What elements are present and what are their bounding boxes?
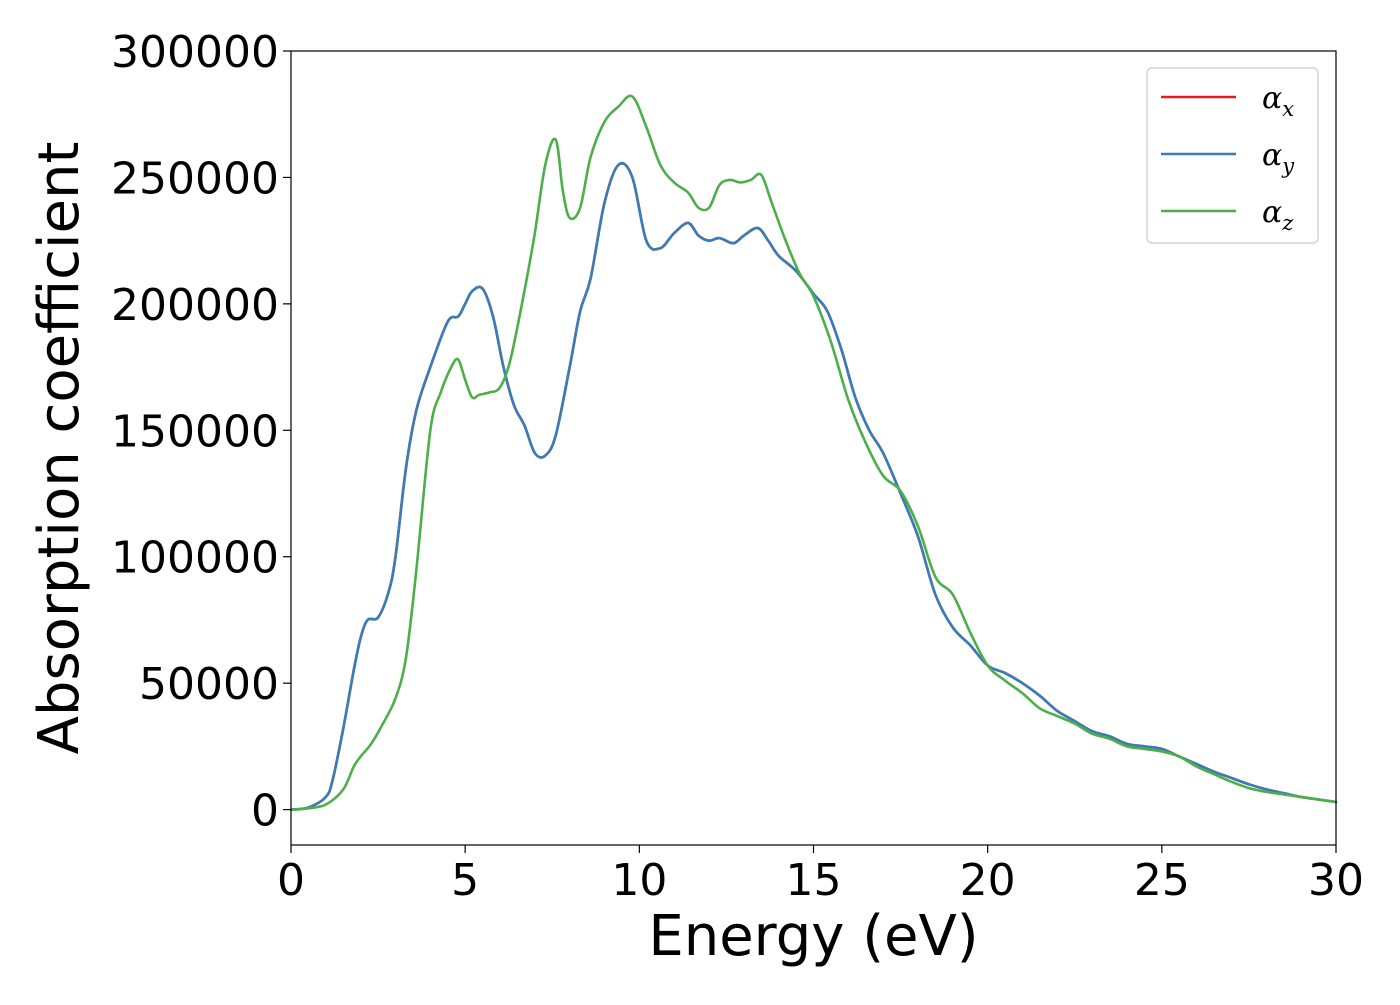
- x-tick-label: 20: [960, 855, 1016, 906]
- y-tick-label: 300000: [111, 27, 279, 78]
- x-tick-label: 0: [277, 855, 305, 906]
- y-tick-label: 200000: [111, 280, 279, 331]
- y-tick-label: 50000: [139, 659, 279, 710]
- x-tick-label: 10: [611, 855, 667, 906]
- series-line-alpha-x: [289, 161, 1338, 811]
- y-tick-label: 250000: [111, 153, 279, 204]
- y-axis-title: Absorption coefficient: [27, 142, 92, 755]
- series-line-alpha-y: [289, 161, 1338, 811]
- series-layer: [289, 94, 1338, 811]
- x-tick-label: 30: [1308, 855, 1364, 906]
- legend: αx αy αz: [1146, 67, 1319, 244]
- y-tick-label: 100000: [111, 533, 279, 584]
- x-axis: 0 5 10 15 20 25 30: [277, 845, 1364, 906]
- y-axis: 0 50000 100000 150000 200000 250000 300000: [111, 27, 291, 837]
- y-tick-label: 150000: [111, 406, 279, 457]
- x-tick-label: 25: [1134, 855, 1190, 906]
- x-tick-label: 5: [451, 855, 479, 906]
- legend-label: αx: [1262, 81, 1294, 121]
- legend-label: αy: [1262, 138, 1295, 178]
- legend-box: [1146, 67, 1319, 244]
- y-tick-label: 0: [251, 786, 279, 837]
- legend-label: αz: [1262, 195, 1294, 235]
- x-axis-title: Energy (eV): [648, 904, 978, 969]
- x-tick-label: 15: [786, 855, 842, 906]
- series-line-alpha-z: [289, 94, 1338, 811]
